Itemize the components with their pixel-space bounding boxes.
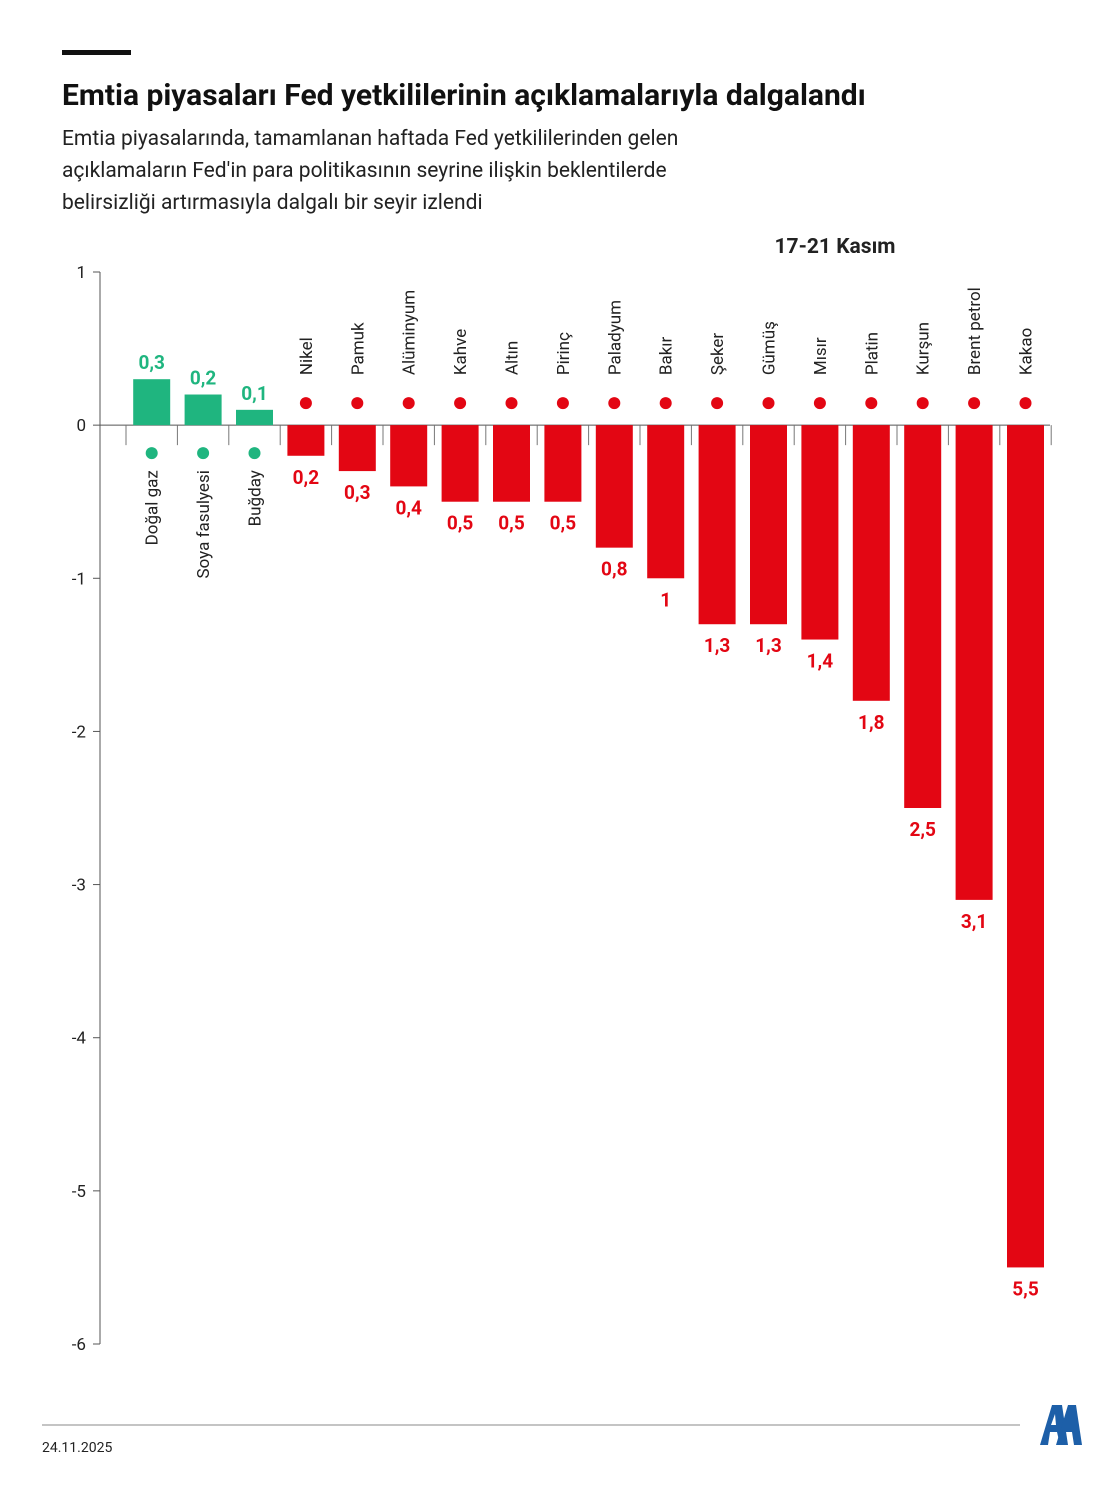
y-tick-label: 0 <box>76 416 86 436</box>
y-tick-label: 1 <box>76 263 86 283</box>
category-icon <box>402 397 415 410</box>
category-label: Mısır <box>811 337 831 375</box>
value-label: 0,3 <box>344 481 370 504</box>
bar <box>595 425 633 548</box>
bar <box>698 425 736 625</box>
bar <box>236 409 273 426</box>
title-accent <box>62 50 131 55</box>
value-label: 0,2 <box>293 466 320 489</box>
category-label: Kakao <box>1017 328 1037 375</box>
bar <box>1007 425 1044 1268</box>
bar <box>544 425 582 502</box>
value-label: 1,3 <box>755 634 781 657</box>
value-label: 0,5 <box>550 512 577 535</box>
value-label: 3,1 <box>961 910 987 933</box>
category-label: Şeker <box>708 333 728 376</box>
category-icon <box>556 397 569 410</box>
chart-title: Emtia piyasaları Fed yetkililerinin açık… <box>62 78 866 113</box>
category-icon <box>813 397 826 410</box>
category-icon <box>659 397 672 410</box>
category-label: Platin <box>862 332 882 375</box>
bar <box>390 425 428 487</box>
bar <box>133 379 171 426</box>
value-label: 0,2 <box>190 367 217 390</box>
category-icon <box>145 447 158 460</box>
value-label: 1,8 <box>858 711 885 734</box>
category-label: Brent petrol <box>965 287 985 375</box>
y-tick-label: -5 <box>72 1182 86 1202</box>
category-label: Gümüş <box>760 321 780 375</box>
value-label: 1 <box>660 588 671 611</box>
y-tick-label: -2 <box>72 722 86 742</box>
category-icon <box>351 397 364 410</box>
bar <box>287 425 325 456</box>
subtitle: açıklamaların Fed'in para politikasının … <box>62 159 667 183</box>
category-icon <box>197 447 210 460</box>
value-label: 0,3 <box>138 351 164 374</box>
bar <box>493 425 530 502</box>
category-label: Doğal gaz <box>143 470 163 545</box>
subtitle: Emtia piyasalarında, tamamlanan haftada … <box>62 127 678 151</box>
y-tick-label: -4 <box>72 1029 87 1049</box>
category-label: Kahve <box>451 329 471 375</box>
category-label: Kurşun <box>914 322 934 375</box>
value-label: 0,8 <box>601 558 628 581</box>
category-label: Alüminyum <box>400 290 420 375</box>
category-icon <box>505 397 518 410</box>
y-tick-label: -3 <box>72 876 86 896</box>
category-label: Soya fasulyesi <box>194 470 214 578</box>
bar <box>441 425 479 502</box>
period-label: 17-21 Kasım <box>775 235 896 259</box>
value-label: 1,4 <box>807 650 834 673</box>
bar <box>852 425 890 701</box>
bar <box>955 425 993 900</box>
y-tick-label: -1 <box>72 569 86 589</box>
category-label: Nikel <box>297 337 317 375</box>
category-label: Pirinç <box>554 332 574 375</box>
category-icon <box>916 397 929 410</box>
bar <box>801 425 839 640</box>
category-icon <box>865 397 878 410</box>
subtitle: belirsizliği artırmasıyla dalgalı bir se… <box>62 191 483 215</box>
value-label: 0,5 <box>447 512 474 535</box>
bar <box>184 394 222 426</box>
footer-date: 24.11.2025 <box>42 1440 112 1456</box>
value-label: 2,5 <box>909 818 936 841</box>
bar <box>338 425 376 472</box>
bar <box>647 425 685 579</box>
category-label: Paladyum <box>605 300 625 375</box>
category-icon <box>608 397 621 410</box>
category-label: Buğday <box>246 470 266 526</box>
category-icon <box>299 397 312 410</box>
category-icon <box>968 397 981 410</box>
value-label: 0,5 <box>498 512 525 535</box>
y-tick-label: -6 <box>72 1335 86 1355</box>
value-label: 0,1 <box>241 382 267 405</box>
category-label: Bakır <box>657 336 677 375</box>
bar <box>750 425 787 625</box>
category-icon <box>454 397 467 410</box>
category-icon <box>248 447 261 460</box>
logo <box>1040 1405 1082 1445</box>
value-label: 5,5 <box>1012 1277 1039 1300</box>
value-label: 1,3 <box>704 634 730 657</box>
bar <box>904 425 942 808</box>
category-icon <box>711 397 724 410</box>
value-label: 0,4 <box>395 496 422 519</box>
category-label: Altın <box>503 341 523 375</box>
category-icon <box>762 397 775 410</box>
category-label: Pamuk <box>348 322 368 375</box>
category-icon <box>1019 397 1032 410</box>
